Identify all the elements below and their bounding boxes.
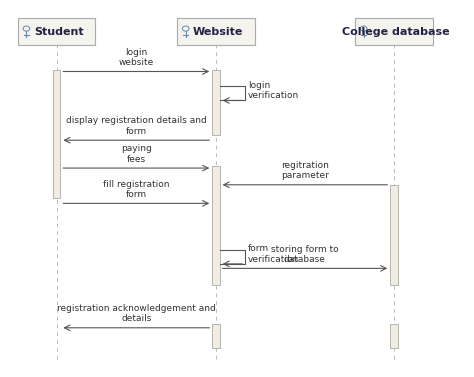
Text: login
website: login website: [118, 48, 154, 67]
Text: fill registration
form: fill registration form: [103, 179, 170, 199]
Text: regitration
parameter: regitration parameter: [281, 161, 329, 180]
Bar: [53, 70, 60, 198]
Bar: [356, 18, 433, 46]
Text: Student: Student: [34, 26, 84, 37]
Text: College database: College database: [342, 26, 450, 37]
Bar: [177, 18, 255, 46]
Text: storing form to
database: storing form to database: [271, 245, 339, 264]
Text: registration acknowledgement and
details: registration acknowledgement and details: [57, 304, 216, 323]
Bar: [390, 185, 398, 285]
Bar: [212, 70, 219, 135]
Text: form
verification: form verification: [248, 244, 299, 264]
Text: display registration details and
form: display registration details and form: [66, 116, 207, 136]
Text: Website: Website: [193, 26, 244, 37]
Bar: [212, 324, 219, 348]
Text: paying
fees: paying fees: [121, 144, 152, 164]
Bar: [18, 18, 95, 46]
Text: login
verification: login verification: [248, 81, 299, 100]
Bar: [212, 166, 219, 285]
Bar: [390, 324, 398, 348]
